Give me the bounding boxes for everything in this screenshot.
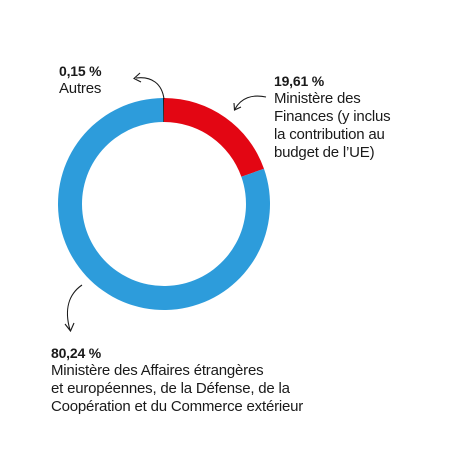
slice-label-autres: 0,15 % Autres (59, 62, 102, 98)
slice-description: Ministère des Affaires étrangères et eur… (51, 362, 304, 415)
slice-value: 80,24 % (51, 345, 101, 361)
slice-label-affaires-etrangeres: 80,24 % Ministère des Affaires étrangère… (51, 344, 431, 416)
arrow-autres-head (133, 72, 142, 83)
slice-description: Autres (59, 80, 102, 97)
slice-finances (164, 98, 264, 177)
donut-slices (57, 98, 271, 311)
slice-autres (163, 98, 164, 123)
arrow-affaires (66, 284, 83, 331)
arrow-autres (135, 77, 165, 100)
slice-value: 0,15 % (59, 63, 102, 79)
slice-description: Ministère des Finances (y inclus la cont… (274, 90, 391, 161)
arrow-finances (234, 95, 267, 110)
arrow-affaires-head (64, 322, 75, 333)
annotation-arrows (64, 72, 267, 333)
arrow-finances-head (233, 102, 242, 111)
slice-label-finances: 19,61 % Ministère des Finances (y inclus… (274, 72, 454, 162)
slice-value: 19,61 % (274, 73, 324, 89)
